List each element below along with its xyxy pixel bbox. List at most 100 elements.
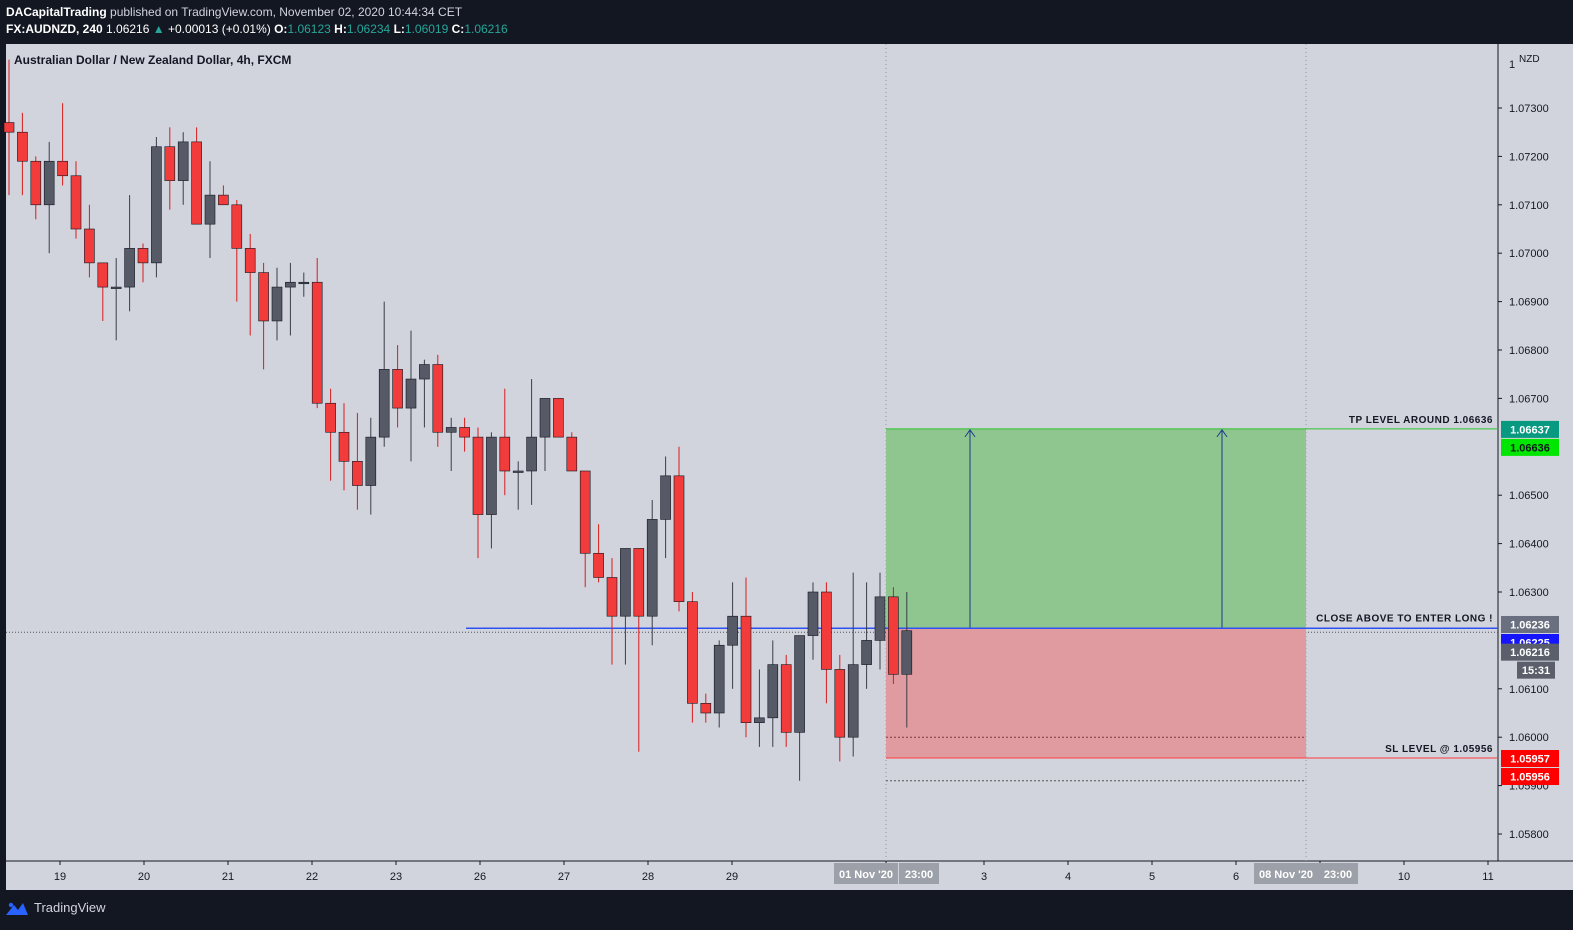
low-label: L: [393,22,405,36]
candle [861,582,872,689]
candle-body [606,577,618,617]
candle [646,500,658,646]
candle-body [861,640,872,665]
candle-body [392,369,403,409]
candle [727,582,738,689]
y-tick-label-top: 1 [1509,59,1515,71]
candle [298,272,310,297]
price-tags: 1.066371.066361.062361.062251.0621615:31… [1501,420,1559,786]
candle [874,572,886,670]
candle-body [780,664,792,733]
y-tick-label: 1.06900 [1509,297,1549,309]
candle-body [218,194,229,206]
tradingview-brand[interactable]: TradingView [6,900,106,915]
x-tick-label: 28 [642,871,654,883]
candle [3,59,15,196]
candle [110,258,122,341]
candle [526,379,537,505]
x-tick-label: 19 [54,871,66,883]
price-tag-bg [1501,420,1559,438]
candle-body [124,248,135,288]
price-tag-bg [1501,750,1559,768]
candle [258,262,269,370]
candle [673,446,685,612]
candle [459,417,470,452]
candle-body [687,601,698,704]
candle-body [888,596,899,675]
candle [17,112,28,196]
candle-body [70,175,82,230]
time-tag-label: 23:00 [1324,869,1352,881]
target-arrowhead-1 [964,429,976,438]
x-tick-label: 26 [474,871,486,883]
candle-body [767,664,779,719]
publish-header: DACapitalTrading published on TradingVie… [0,0,1573,44]
x-tick-label: 29 [726,871,738,883]
up-arrow-icon: ▲ [152,22,165,36]
candle-body [512,470,524,473]
sl-zone [886,628,1306,759]
candle [713,640,725,728]
candle [700,693,712,723]
time-tag-bg [1318,863,1358,884]
open-value: 1.06123 [287,22,331,36]
candle-body [57,160,68,177]
candle-body [311,281,323,404]
author-name[interactable]: DACapitalTrading [6,5,107,19]
candle [553,398,564,438]
x-tick-label: 21 [222,871,234,883]
time-tag-label: 08 Nov '20 [1259,869,1313,881]
price-tag-label: 1.05956 [1510,772,1550,784]
price-tag-label: 1.06636 [1510,442,1550,454]
candle [164,127,176,210]
price-tag-bg [1501,768,1559,786]
time-tag-label: 23:00 [905,869,933,881]
candle [218,185,229,206]
x-tick-label: 10 [1398,871,1410,883]
candle [834,654,846,762]
price-tag-label: 1.06216 [1510,647,1550,659]
price-tag-label: 1.06236 [1510,619,1550,631]
y-tick-label: 1.06100 [1509,684,1549,696]
candle [378,301,390,447]
candle [606,558,618,665]
candle [687,592,698,723]
close-label: C: [451,22,465,36]
candle [285,262,296,336]
candle-body [727,615,738,646]
y-tick-label: 1.06700 [1509,393,1549,405]
chart-area[interactable]: TP LEVEL AROUND 1.06636 CLOSE ABOVE TO EN… [0,44,1573,890]
tradingview-logo-icon [6,902,28,915]
candle [137,243,149,283]
candle-body [874,596,886,641]
x-tick-label: 20 [138,871,150,883]
candle-body [901,630,913,675]
brand-text: TradingView [34,900,106,915]
candle [566,432,578,472]
candle [43,141,55,254]
candle-body [847,664,859,738]
candle [70,161,82,239]
candle [620,548,631,665]
x-tick-label: 23 [390,871,402,883]
candle-body [110,286,122,289]
candle [151,137,162,278]
y-tick-label: 1.07000 [1509,248,1549,260]
candle-body [754,717,765,723]
x-tick-label: 4 [1065,871,1071,883]
candle-body [553,398,564,438]
candle [847,572,859,757]
candle [405,330,417,462]
high-label: H: [334,22,347,36]
candle-body [3,122,15,133]
price-change: +0.00013 (+0.01%) [168,22,271,36]
candle [57,103,68,186]
open-label: O: [274,22,288,36]
candle-body [151,146,162,264]
y-tick-label: 1.06400 [1509,539,1549,551]
price-tag-bg [1501,643,1559,661]
low-value: 1.06019 [404,22,449,36]
candle [84,204,95,278]
candle [445,417,457,471]
close-value: 1.06216 [464,22,508,36]
